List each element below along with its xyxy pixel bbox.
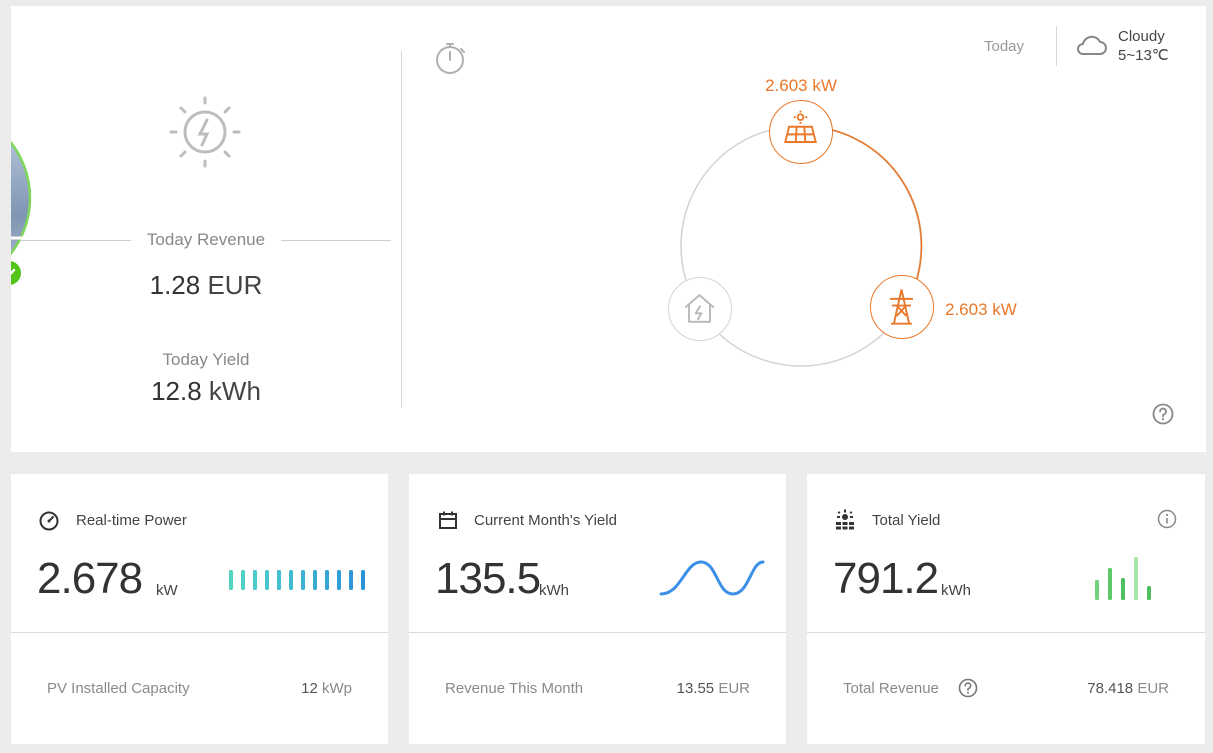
station-avatar[interactable] xyxy=(11,118,40,298)
total-yield-title: Total Yield xyxy=(872,512,941,529)
power-tower-icon[interactable] xyxy=(870,275,934,339)
total-yield-unit: kWh xyxy=(941,582,971,599)
pv-capacity-number: 12 xyxy=(301,680,318,697)
gauge-icon xyxy=(38,510,60,532)
stopwatch-icon[interactable] xyxy=(433,40,469,76)
revenue-divider-right xyxy=(281,240,391,241)
date-label: Today xyxy=(984,38,1025,55)
total-revenue-number: 78.418 xyxy=(1087,680,1134,697)
realtime-power-card[interactable]: Real-time Power 2.678 kW PV Installed Ca… xyxy=(11,474,388,744)
panel-separator xyxy=(401,51,402,408)
weather-condition: Cloudy xyxy=(1118,28,1165,45)
realtime-power-unit: kW xyxy=(156,582,178,599)
online-status-icon xyxy=(11,261,21,285)
month-yield-wave xyxy=(659,560,765,596)
month-revenue-number: 13.55 xyxy=(676,680,715,697)
total-revenue-label: Total Revenue xyxy=(843,680,939,697)
grid-power-value: 2.603 kW xyxy=(945,300,1017,319)
today-yield-unit: kWh xyxy=(208,376,261,406)
total-revenue-help-icon[interactable] xyxy=(958,678,978,698)
month-yield-card[interactable]: Current Month's Yield 135.5 kWh Revenue … xyxy=(409,474,786,744)
realtime-power-sparkbars xyxy=(229,570,365,590)
help-icon[interactable] xyxy=(1152,403,1174,425)
today-revenue-number: 1.28 xyxy=(149,270,201,300)
revenue-divider-left xyxy=(21,240,131,241)
total-revenue-value: 78.418 EUR xyxy=(1087,680,1169,697)
month-yield-value: 135.5 xyxy=(435,554,541,603)
today-yield-value: 12.8 kWh xyxy=(71,376,341,407)
weather-divider xyxy=(1056,26,1057,66)
pv-capacity-value: 12 kWp xyxy=(301,680,352,697)
month-card-divider xyxy=(409,632,786,633)
info-icon[interactable] xyxy=(1157,509,1177,529)
month-yield-title: Current Month's Yield xyxy=(474,512,617,529)
pv-capacity-unit: kWp xyxy=(322,680,352,697)
realtime-power-value: 2.678 xyxy=(37,554,143,603)
total-card-divider xyxy=(807,632,1205,633)
total-revenue-unit: EUR xyxy=(1137,680,1169,697)
month-revenue-value: 13.55 EUR xyxy=(677,680,750,697)
pv-power-value: 2.603 kW xyxy=(765,76,837,95)
realtime-power-title: Real-time Power xyxy=(76,512,187,529)
today-revenue-label: Today Revenue xyxy=(146,230,266,249)
cloud-icon xyxy=(1074,32,1108,60)
month-revenue-label: Revenue This Month xyxy=(445,680,584,697)
sun-bolt-icon xyxy=(165,92,245,172)
pv-capacity-label: PV Installed Capacity xyxy=(47,680,190,697)
total-yield-value: 791.2 xyxy=(833,554,939,603)
overview-panel: Today Revenue 1.28 EUR Today Yield 12.8 … xyxy=(11,6,1206,452)
today-revenue-unit: EUR xyxy=(207,270,263,300)
month-revenue-unit: EUR xyxy=(718,680,750,697)
today-yield-label: Today Yield xyxy=(162,350,250,369)
realtime-card-divider xyxy=(11,632,388,633)
today-revenue-value: 1.28 EUR xyxy=(71,270,341,301)
total-yield-bars xyxy=(1095,557,1151,600)
weather-temp: 5~13℃ xyxy=(1118,47,1169,64)
total-yield-card[interactable]: Total Yield 791.2 kWh Total Revenue 78.4… xyxy=(807,474,1205,744)
today-yield-number: 12.8 xyxy=(151,376,202,406)
month-yield-unit: kWh xyxy=(539,582,569,599)
solar-panel-icon[interactable] xyxy=(769,100,833,164)
solar-cells-icon xyxy=(833,508,857,532)
home-icon[interactable] xyxy=(668,277,732,341)
calendar-icon xyxy=(437,509,459,531)
